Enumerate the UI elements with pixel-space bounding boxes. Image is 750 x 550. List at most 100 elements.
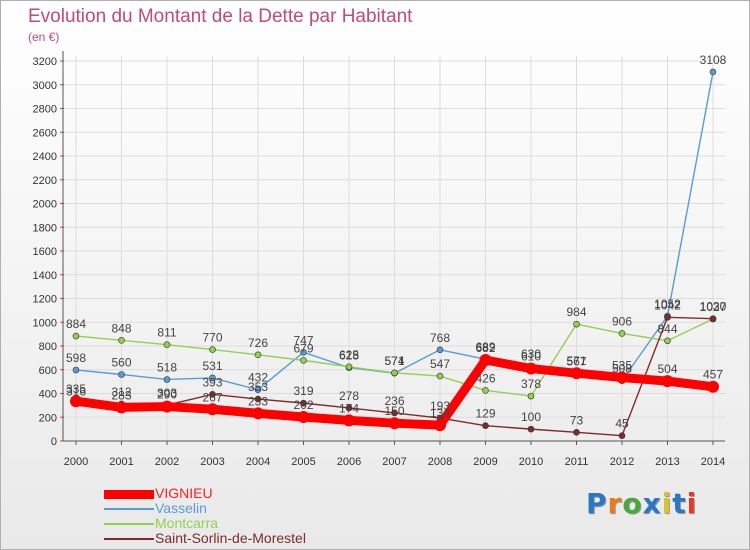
legend-label-saint-sorlin-de-morestel: Saint-Sorlin-de-Morestel — [155, 530, 306, 546]
data-label-vignieu-2002: 290 — [157, 388, 177, 402]
data-label-montcarra-2000: 884 — [66, 317, 86, 331]
data-label-vasselin-2007: 571 — [384, 354, 404, 368]
data-label-vasselin-2002: 518 — [157, 360, 177, 374]
marker-vignieu-2002 — [161, 400, 173, 413]
data-label-vasselin-2005: 747 — [293, 333, 313, 347]
marker-vasselin-2001 — [118, 371, 125, 378]
data-label-vignieu-2011: 571 — [566, 354, 586, 368]
x-tick-label-2011: 2011 — [565, 456, 589, 468]
x-tick-label-2001: 2001 — [109, 456, 133, 468]
marker-saint-sorlin-de-morestel-2010 — [527, 425, 535, 433]
chart-title: Evolution du Montant de la Dette par Hab… — [28, 6, 413, 27]
data-label-montcarra-2003: 770 — [202, 331, 222, 345]
data-label-vasselin-2004: 432 — [248, 371, 268, 385]
data-label-vasselin-2000: 598 — [66, 351, 86, 365]
marker-montcarra-2008 — [436, 372, 444, 380]
x-tick-label-2003: 2003 — [200, 456, 224, 468]
data-label-montcarra-2009: 426 — [475, 371, 495, 385]
y-tick-label-1600: 1600 — [33, 246, 57, 258]
marker-saint-sorlin-de-morestel-2004 — [254, 395, 262, 403]
data-label-saint-sorlin-de-morestel-2007: 236 — [384, 394, 404, 408]
marker-vignieu-2009 — [479, 354, 492, 367]
data-label-saint-sorlin-de-morestel-2009: 129 — [475, 407, 495, 421]
marker-vignieu-2008 — [434, 419, 446, 432]
data-label-montcarra-2006: 625 — [339, 348, 359, 362]
y-tick-label-3200: 3200 — [33, 56, 57, 68]
marker-montcarra-2011 — [573, 320, 580, 328]
data-label-montcarra-2002: 811 — [157, 326, 176, 340]
marker-vignieu-2010 — [525, 362, 537, 375]
data-label-montcarra-2001: 848 — [111, 321, 131, 335]
legend-swatch-montcarra — [104, 523, 154, 525]
x-tick-label-2014: 2014 — [701, 456, 725, 468]
data-label-saint-sorlin-de-morestel-2001: 312 — [111, 385, 131, 399]
data-label-vignieu-2013: 504 — [657, 362, 677, 376]
x-tick-label-2004: 2004 — [246, 456, 270, 468]
data-label-montcarra-2004: 726 — [248, 336, 268, 350]
marker-montcarra-2012 — [618, 330, 626, 337]
marker-montcarra-2010 — [527, 392, 535, 400]
marker-vignieu-2007 — [388, 417, 401, 430]
data-label-montcarra-2011: 984 — [566, 305, 586, 319]
marker-saint-sorlin-de-morestel-2007 — [391, 409, 398, 417]
data-label-vignieu-2003: 267 — [202, 390, 222, 404]
y-tick-label-2600: 2600 — [33, 127, 57, 139]
data-label-vasselin-2009: 689 — [475, 340, 495, 354]
data-label-saint-sorlin-de-morestel-2008: 193 — [430, 399, 450, 413]
data-label-saint-sorlin-de-morestel-2006: 278 — [339, 389, 359, 403]
marker-vasselin-2004 — [254, 386, 262, 394]
data-label-vignieu-2005: 202 — [293, 398, 313, 412]
marker-montcarra-2000 — [72, 332, 80, 340]
y-tick-label-0: 0 — [51, 436, 57, 448]
marker-vasselin-2000 — [72, 366, 80, 374]
data-label-vasselin-2003: 531 — [202, 359, 222, 373]
data-label-vignieu-2008: 134 — [430, 406, 450, 420]
data-label-montcarra-2010: 378 — [521, 377, 541, 391]
data-label-saint-sorlin-de-morestel-2014: 1030 — [700, 300, 727, 314]
data-label-vignieu-2000: 335 — [66, 382, 86, 396]
data-label-vignieu-2007: 150 — [384, 404, 404, 418]
data-label-vasselin-2013: 1052 — [654, 297, 681, 311]
marker-vignieu-2006 — [343, 414, 355, 427]
marker-montcarra-2007 — [391, 369, 398, 377]
marker-vasselin-2005 — [300, 348, 307, 356]
marker-vasselin-2003 — [209, 374, 216, 382]
data-label-saint-sorlin-de-morestel-2010: 100 — [521, 410, 541, 424]
x-tick-label-2006: 2006 — [337, 456, 361, 468]
marker-vignieu-2011 — [570, 367, 583, 380]
data-label-vignieu-2010: 610 — [521, 350, 541, 364]
x-tick-label-2000: 2000 — [64, 456, 88, 468]
data-label-saint-sorlin-de-morestel-2004: 353 — [248, 380, 268, 394]
marker-vignieu-2005 — [297, 411, 310, 424]
marker-montcarra-2004 — [254, 351, 262, 359]
y-tick-label-200: 200 — [39, 412, 57, 424]
x-tick-label-2007: 2007 — [382, 456, 406, 468]
data-label-vignieu-2014: 457 — [703, 368, 723, 382]
marker-vasselin-2002 — [163, 376, 171, 383]
marker-montcarra-2006 — [345, 363, 353, 371]
data-label-vasselin-2006: 618 — [339, 349, 359, 363]
marker-saint-sorlin-de-morestel-2003 — [209, 391, 216, 398]
x-tick-label-2012: 2012 — [610, 456, 634, 468]
data-label-vasselin-2012: 508 — [612, 362, 632, 376]
data-label-montcarra-2013: 844 — [657, 322, 677, 336]
y-tick-label-400: 400 — [39, 389, 57, 401]
y-tick-label-2800: 2800 — [33, 104, 57, 116]
legend-label-vignieu: VIGNIEU — [155, 485, 213, 501]
marker-vasselin-2014 — [709, 68, 717, 76]
y-tick-label-2200: 2200 — [33, 175, 57, 187]
marker-saint-sorlin-de-morestel-2005 — [300, 399, 307, 407]
marker-saint-sorlin-de-morestel-2011 — [573, 429, 580, 436]
y-tick-label-800: 800 — [39, 341, 57, 353]
data-label-saint-sorlin-de-morestel-2003: 393 — [202, 375, 222, 389]
marker-vasselin-2008 — [436, 346, 444, 354]
proxiti-logo: Proxiti — [586, 487, 698, 520]
legend-swatch-vignieu — [104, 490, 154, 499]
data-label-vignieu-2001: 283 — [111, 388, 131, 402]
data-label-vignieu-2012: 535 — [612, 358, 632, 372]
chart-unit-label: (en €) — [28, 30, 60, 44]
y-tick-label-2400: 2400 — [33, 151, 57, 163]
x-tick-label-2013: 2013 — [655, 456, 679, 468]
x-tick-label-2008: 2008 — [428, 456, 452, 468]
